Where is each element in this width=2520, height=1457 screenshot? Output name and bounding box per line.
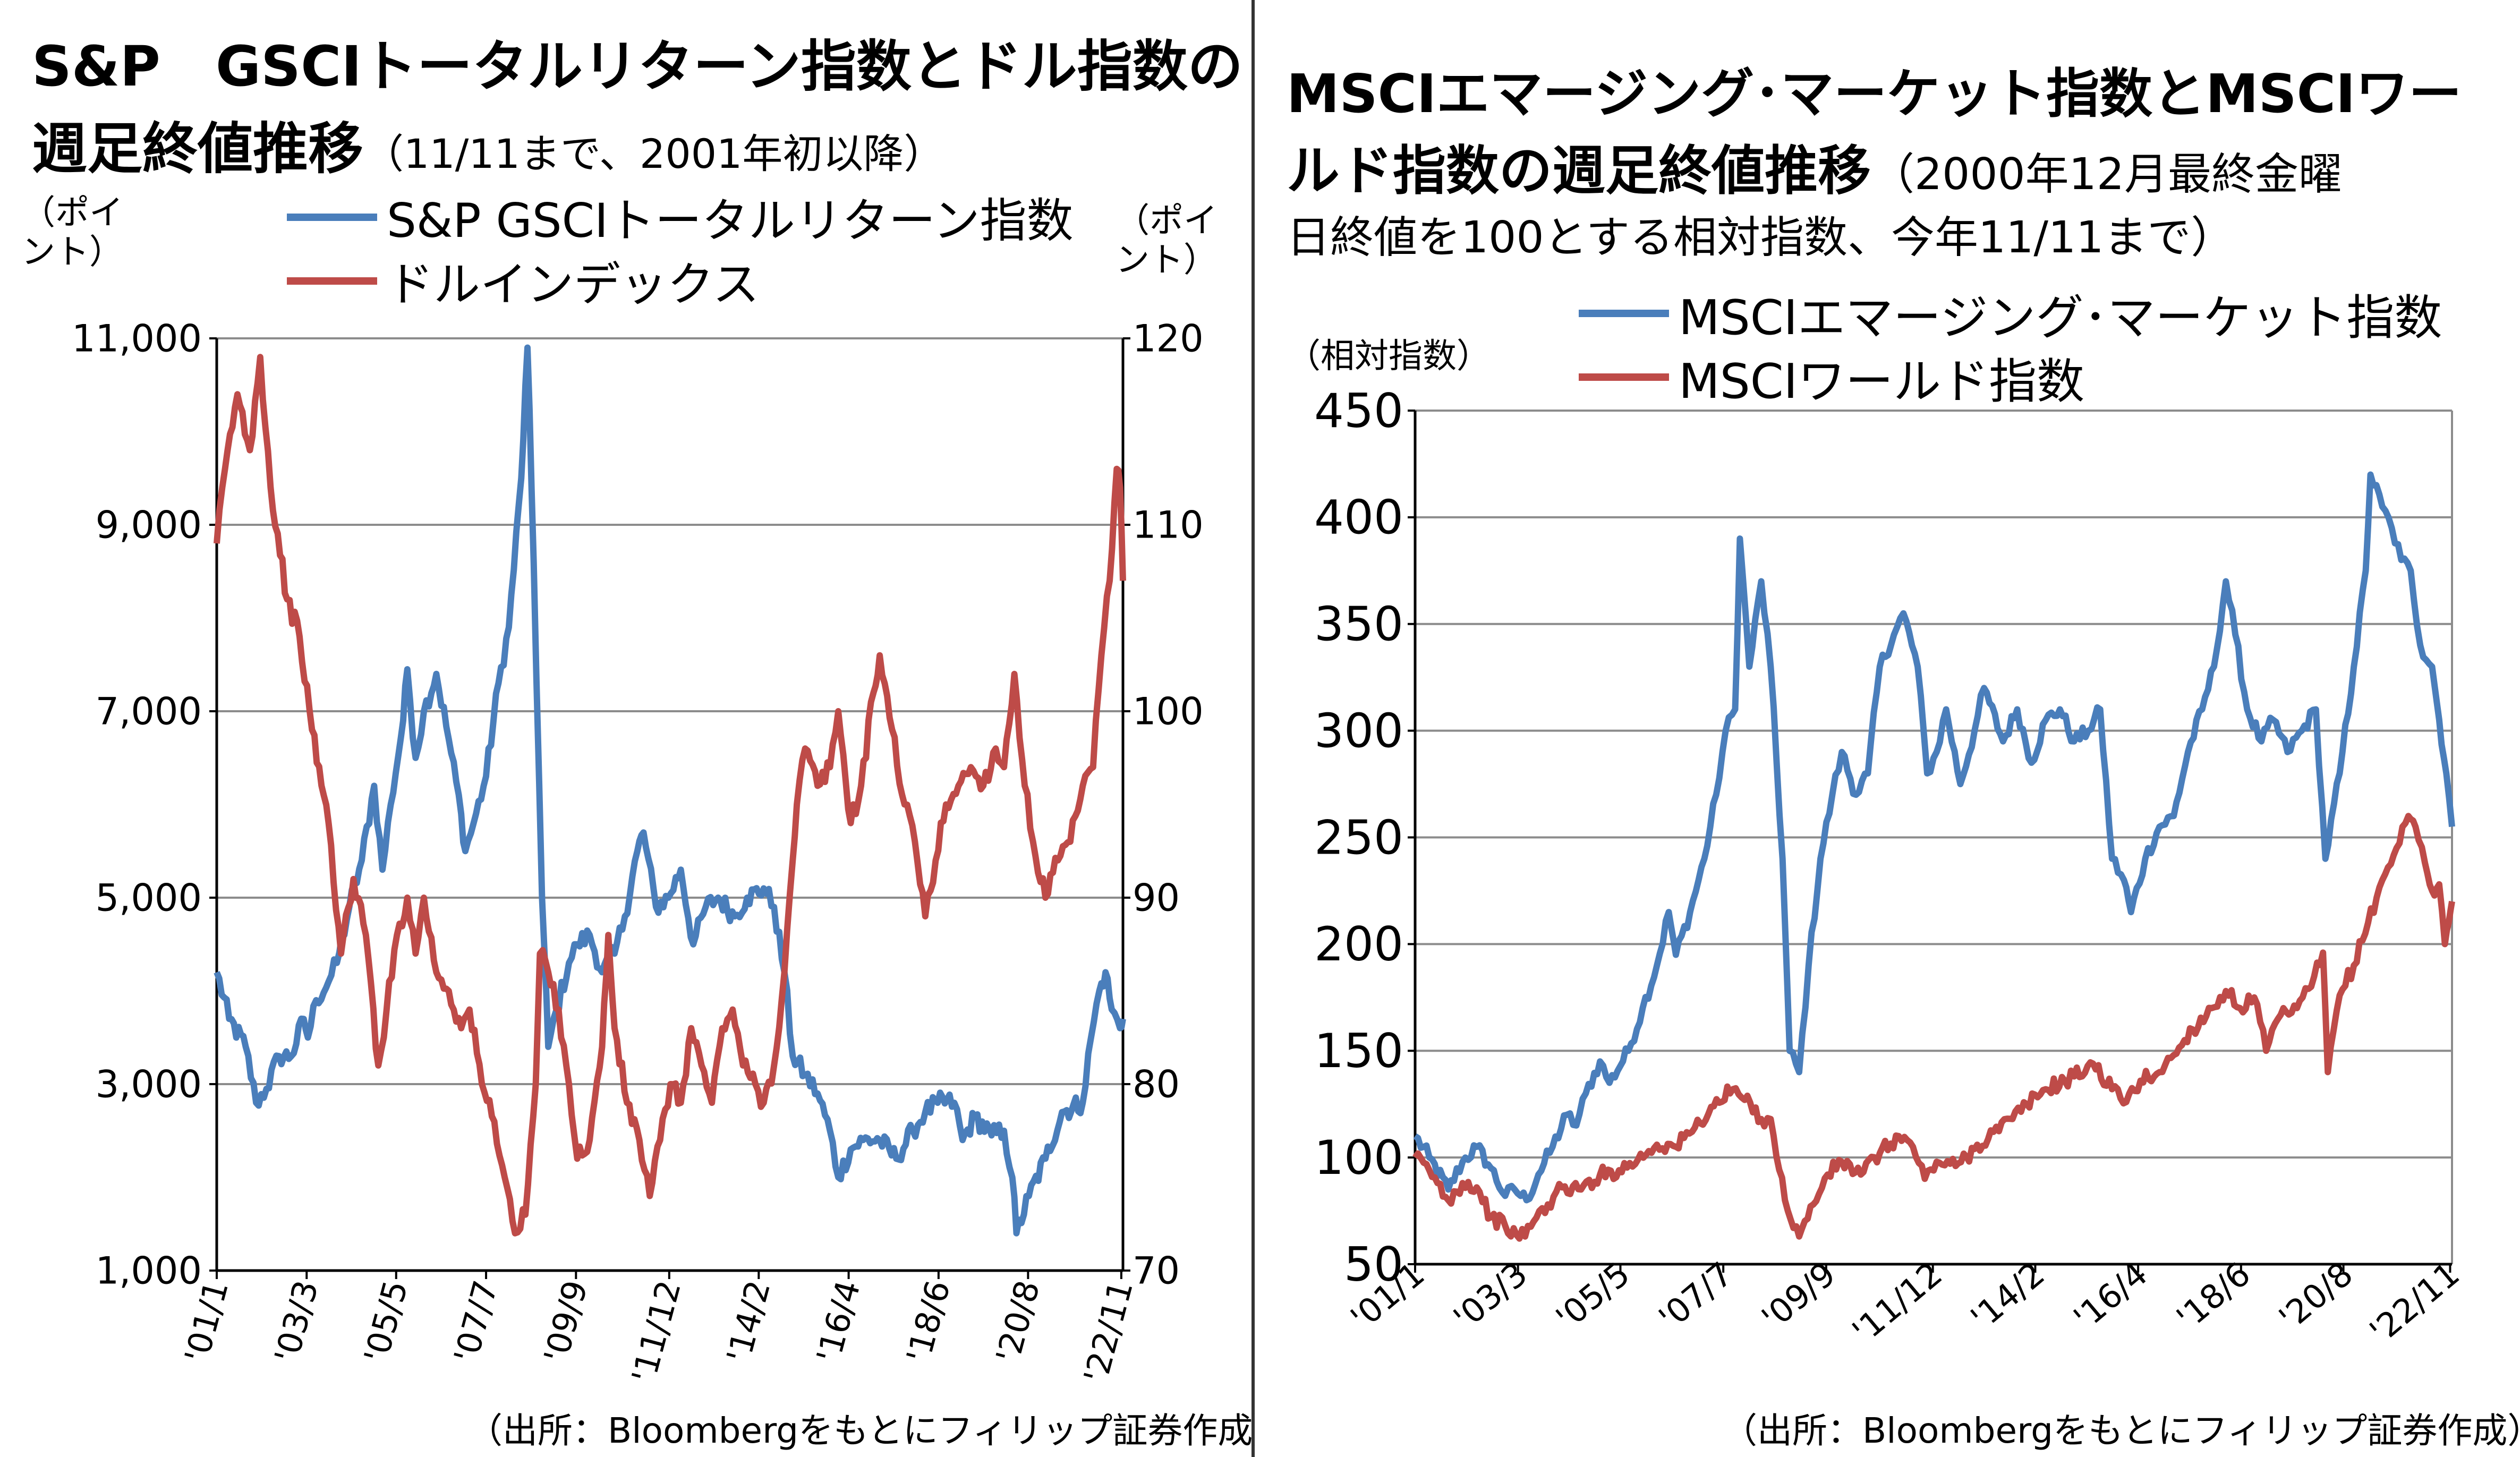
series-line-1 [1412,813,2455,1242]
right-source: （出所：Bloombergをもとにフィリップ証券作成） [1722,1410,2520,1451]
legend-dollar-swatch [287,277,377,285]
y-tick-label: 350 [1314,597,1403,652]
y-tick-label: 150 [1314,1024,1403,1078]
x-tick-label: '18/6 [2169,1255,2258,1337]
x-tick-label: '20/8 [989,1276,1048,1367]
y2-tick-label: 110 [1133,504,1204,547]
legend-gsci: S&P GSCIトータルリターン指数 [287,183,1074,251]
x-tick-label: '14/2 [719,1276,778,1367]
y-tick-label: 5,000 [96,876,202,920]
x-tick-label: '07/7 [446,1276,505,1367]
y-tick-label: 50 [1344,1237,1403,1292]
y-tick-label: 11,000 [72,317,202,361]
x-tick-label: '09/9 [537,1276,595,1367]
legend-msci-em-swatch [1579,310,1669,317]
y-tick-label: 1,000 [96,1249,202,1293]
right-title-sub: （2000年12月最終金曜 [1871,149,2343,200]
y-tick-label: 300 [1314,703,1403,758]
x-tick-label: '22/11 [2362,1255,2467,1351]
right-title-line2: ルド指数の週足終値推移（2000年12月最終金曜 [1287,127,2342,205]
x-tick-label: '11/12 [1845,1255,1949,1351]
y2-tick-label: 120 [1133,317,1204,361]
x-tick-label: '18/6 [899,1276,958,1367]
left-title-main: 週足終値推移 [32,116,364,181]
y2-tick-label: 100 [1133,690,1204,734]
x-tick-label: '03/3 [267,1276,326,1367]
x-tick-label: '22/11 [1076,1276,1140,1387]
right-title-main: ルド指数の週足終値推移 [1287,140,1871,202]
series-line-1 [214,354,1126,1237]
x-tick-label: '07/7 [1651,1255,1740,1337]
right-chart-unit: （相対指数） [1287,337,1491,376]
left-title-sub: （11/11まで、2001年初以降） [363,130,944,177]
x-tick-label: '20/8 [2271,1255,2360,1337]
x-tick-label: '11/12 [624,1276,688,1387]
y-tick-label: 9,000 [96,504,202,547]
x-tick-label: '05/5 [1548,1255,1637,1337]
left-title-line2: 週足終値推移（11/11まで、2001年初以降） [32,104,944,184]
right-title-line1: MSCIエマージング･マーケット指数とMSCIワー [1287,63,2462,125]
left-source: （出所：Bloombergをもとにフィリップ証券作成） [467,1410,1288,1451]
y-tick-label: 100 [1314,1130,1403,1185]
x-tick-label: '03/3 [1446,1255,1535,1337]
y-tick-label: 7,000 [96,690,202,734]
series-line-0 [1413,471,2455,1204]
y2-tick-label: 80 [1133,1063,1180,1106]
x-tick-label: '16/4 [809,1276,868,1367]
y-tick-label: 250 [1314,810,1403,865]
legend-msci-em: MSCIエマージング･マーケット指数 [1579,279,2442,348]
y-tick-label: 400 [1314,490,1403,545]
x-tick-label: '16/4 [2066,1255,2155,1337]
x-tick-label: '14/2 [1963,1255,2052,1337]
series-line-0 [214,344,1126,1237]
left-chart: 1,000 3,000 5,000 7,000 9,000 11,000 70 80 90 100… [72,317,1204,1387]
right-title-line3: 日終値を100とする相対指数、今年11/11まで） [1287,212,2235,263]
y2-tick-label: 90 [1133,876,1180,920]
y-tick-label: 3,000 [96,1063,202,1106]
left-panel: S&P GSCIトータルリターン指数とドル指数の 週足終値推移（11/11まで、… [0,0,1288,1457]
y2-tick-label: 70 [1133,1249,1180,1293]
left-axis-unit: （ポイ ント） [21,193,123,272]
y-tick-label: 200 [1314,917,1403,972]
right-axis-unit: （ポイ ント） [1116,201,1218,280]
x-tick-label: '05/5 [356,1276,415,1367]
legend-msci-world: MSCIワールド指数 [1579,343,2084,412]
right-chart: 50100150200250300350400450'01/1'03/3'05/… [1314,384,2467,1351]
legend-msci-world-swatch [1579,373,1669,381]
right-panel: MSCIエマージング･マーケット指数とMSCIワー ルド指数の週足終値推移（20… [1255,0,2520,1457]
legend-dollar-index: ドルインデックス [287,247,759,314]
x-tick-label: '09/9 [1755,1255,1843,1337]
left-title-line1: S&P GSCIトータルリターン指数とドル指数の [32,34,1243,99]
legend-gsci-swatch [287,213,377,221]
y-tick-label: 450 [1314,384,1403,438]
